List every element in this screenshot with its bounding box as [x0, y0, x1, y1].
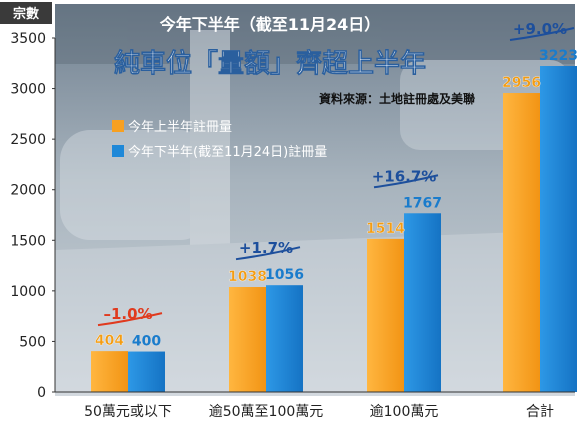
y-tick-label: 3000 [10, 82, 46, 98]
y-tick-label: 0 [37, 385, 46, 401]
change-underline [235, 246, 301, 261]
y-axis-label: 宗數 [13, 6, 39, 22]
bar-second-half [404, 213, 441, 392]
data-label-first-half: 404 [95, 333, 124, 349]
y-axis-label-box [0, 2, 52, 24]
legend: 今年上半年註冊量 今年下半年(截至11月24日)註冊量 [112, 119, 327, 160]
y-tick-label: 1000 [10, 284, 46, 300]
chart-title: 今年下半年（截至11月24日） [159, 15, 381, 34]
change-label: +16.7% [372, 167, 437, 185]
y-tick-label: 2500 [10, 132, 46, 148]
bar-first-half [91, 351, 128, 392]
legend-label-first-half: 今年上半年註冊量 [128, 119, 232, 135]
bar-second-half [266, 285, 303, 392]
category-label: 合計 [526, 404, 554, 420]
data-label-first-half: 1038 [228, 269, 267, 285]
change-labels: –1.0%+1.7%+16.7%+9.0% [97, 20, 575, 327]
data-label-second-half: 1767 [403, 195, 442, 211]
y-tick-label: 500 [19, 334, 46, 350]
background-panel [55, 4, 575, 396]
chart-subtitle: 純車位「量額」齊超上半年 [114, 48, 426, 79]
category-label: 50萬元或以下 [84, 404, 172, 420]
legend-swatch-second-half [112, 145, 124, 157]
bar-second-half [540, 66, 577, 392]
category-label: 逾50萬至100萬元 [209, 404, 324, 420]
bar-second-half [128, 351, 165, 392]
y-ticks: 0 500 1000 1500 2000 2500 3000 3500 [10, 31, 55, 401]
data-label-second-half: 400 [132, 334, 161, 350]
bar-first-half [503, 93, 540, 392]
legend-label-second-half: 今年下半年(截至11月24日)註冊量 [128, 144, 327, 160]
background-decoration [55, 4, 575, 396]
source-note: 資料來源：土地註冊處及美聯 [319, 91, 475, 106]
y-tick-label: 3500 [10, 31, 46, 47]
data-label-first-half: 1514 [366, 221, 405, 237]
category-label: 逾100萬元 [370, 404, 439, 420]
data-label-second-half: 3223 [539, 48, 578, 64]
change-underline [509, 27, 575, 42]
data-label-second-half: 1056 [265, 267, 304, 283]
legend-swatch-first-half [112, 120, 124, 132]
data-label-first-half: 2956 [502, 75, 541, 91]
change-underline [373, 174, 439, 189]
y-tick-label: 2000 [10, 183, 46, 199]
bar-first-half [367, 238, 404, 392]
bar-first-half [229, 287, 266, 392]
category-labels: 50萬元或以下 逾50萬至100萬元 逾100萬元 合計 [84, 404, 554, 420]
y-tick-label: 1500 [10, 233, 46, 249]
bars [55, 66, 577, 393]
change-underline [97, 312, 163, 327]
